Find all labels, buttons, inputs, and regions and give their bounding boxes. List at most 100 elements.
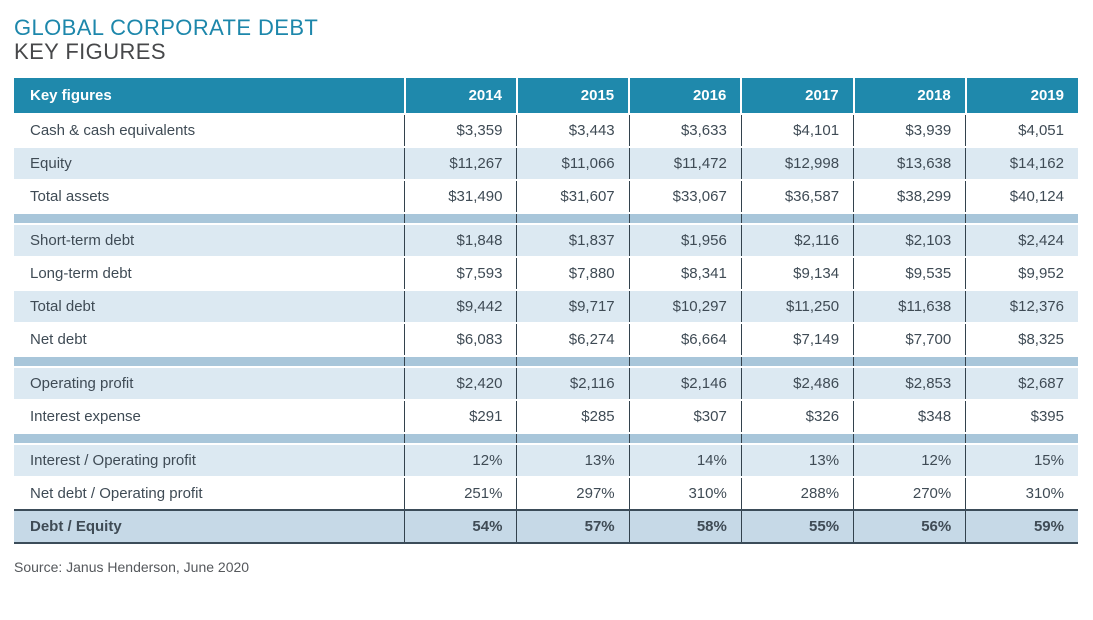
cell-value: 288% [740, 476, 854, 511]
cell-value: $11,267 [404, 146, 517, 181]
section-separator-cell [853, 355, 966, 368]
cell-value: $10,297 [628, 289, 742, 324]
section-separator-cell [516, 212, 630, 225]
cell-value: $2,146 [628, 366, 742, 401]
row-label: Interest expense [14, 399, 405, 434]
section-separator-cell [516, 355, 630, 368]
table-header-year-2016: 2016 [628, 78, 742, 115]
cell-value: $11,638 [853, 289, 966, 324]
cell-value: $6,083 [404, 322, 517, 357]
cell-value: $4,051 [965, 113, 1078, 148]
page-title: GLOBAL CORPORATE DEBT [14, 15, 319, 40]
cell-value: $11,066 [516, 146, 630, 181]
row-label: Equity [14, 146, 405, 181]
table-row: Short-term debt $1,848 $1,837 $1,956 $2,116 $… [14, 223, 1078, 258]
cell-value: $2,420 [404, 366, 517, 401]
cell-value: 57% [516, 509, 630, 545]
cell-value: 297% [516, 476, 630, 511]
cell-value: 54% [404, 509, 517, 545]
cell-value: $40,124 [965, 179, 1078, 214]
cell-value: $4,101 [740, 113, 854, 148]
cell-value: $1,956 [628, 223, 742, 258]
section-separator-cell [965, 355, 1078, 368]
key-figures-table: Key figures 2014 2015 2016 2017 2018 201… [14, 78, 1078, 545]
cell-value: $6,664 [628, 322, 742, 357]
page: GLOBAL CORPORATE DEBT KEY FIGURES Key fi… [14, 15, 1078, 576]
table-header-label: Key figures [14, 78, 405, 115]
source-note: Source: Janus Henderson, June 2020 [14, 559, 250, 576]
table-header-year-2019: 2019 [964, 78, 1078, 115]
cell-value: $3,359 [404, 113, 517, 148]
cell-value: $395 [965, 399, 1078, 434]
table-row: Total assets $31,490 $31,607 $33,067 $36,587… [14, 179, 1078, 214]
cell-value: $2,486 [740, 366, 854, 401]
cell-value: 56% [853, 509, 966, 545]
table-row: Cash & cash equivalents $3,359 $3,443 $3,63… [14, 113, 1078, 148]
row-label: Total assets [14, 179, 405, 214]
section-separator-cell [628, 212, 742, 225]
row-label: Interest / Operating profit [14, 443, 405, 478]
cell-value: $1,848 [404, 223, 517, 258]
section-separator-cell [853, 432, 966, 445]
cell-value: $9,717 [516, 289, 630, 324]
cell-value: $14,162 [965, 146, 1078, 181]
cell-value: 13% [516, 443, 630, 478]
row-label: Short-term debt [14, 223, 405, 258]
cell-value: 310% [965, 476, 1078, 511]
cell-value: 55% [740, 509, 854, 545]
section-separator-cell [965, 212, 1078, 225]
cell-value: $33,067 [628, 179, 742, 214]
cell-value: $6,274 [516, 322, 630, 357]
cell-value: 58% [628, 509, 742, 545]
section-separator-cell [516, 432, 630, 445]
row-label: Total debt [14, 289, 405, 324]
section-separator-cell [628, 432, 742, 445]
cell-value: $285 [516, 399, 630, 434]
row-label: Long-term debt [14, 256, 405, 291]
cell-value: $31,490 [404, 179, 517, 214]
table-row: Interest / Operating profit 12% 13% 14% 13% 1… [14, 443, 1078, 478]
row-label: Operating profit [14, 366, 405, 401]
cell-value: $31,607 [516, 179, 630, 214]
cell-value: $7,700 [853, 322, 966, 357]
cell-value: 12% [853, 443, 966, 478]
page-subtitle: KEY FIGURES [14, 39, 166, 65]
row-label: Net debt [14, 322, 405, 357]
cell-value: $2,687 [965, 366, 1078, 401]
cell-value: 15% [965, 443, 1078, 478]
row-label: Debt / Equity [14, 509, 405, 545]
table-row: Net debt $6,083 $6,274 $6,664 $7,149 $7,700 $8… [14, 322, 1078, 357]
cell-value: $8,325 [965, 322, 1078, 357]
section-separator-cell [404, 212, 517, 225]
cell-value: $2,424 [965, 223, 1078, 258]
section-separator-cell [404, 355, 517, 368]
section-separator [14, 355, 1078, 368]
cell-value: $1,837 [516, 223, 630, 258]
cell-value: 59% [965, 509, 1078, 545]
section-separator-cell [14, 432, 405, 445]
table-header-year-2018: 2018 [852, 78, 966, 115]
table-row: Equity $11,267 $11,066 $11,472 $12,998 $13,63… [14, 146, 1078, 181]
cell-value: $9,442 [404, 289, 517, 324]
cell-value: $11,250 [740, 289, 854, 324]
row-label: Cash & cash equivalents [14, 113, 405, 148]
cell-value: $3,443 [516, 113, 630, 148]
section-separator-cell [628, 355, 742, 368]
cell-value: $2,853 [853, 366, 966, 401]
cell-value: $2,116 [740, 223, 854, 258]
cell-value: $13,638 [853, 146, 966, 181]
cell-value: $3,633 [628, 113, 742, 148]
section-separator-cell [14, 212, 405, 225]
cell-value: $9,952 [965, 256, 1078, 291]
section-separator-cell [740, 432, 854, 445]
section-separator-cell [740, 212, 854, 225]
cell-value: $7,149 [740, 322, 854, 357]
cell-value: 14% [628, 443, 742, 478]
table-header-year-2015: 2015 [515, 78, 630, 115]
section-separator-cell [740, 355, 854, 368]
cell-value: $307 [628, 399, 742, 434]
section-separator [14, 432, 1078, 445]
section-separator [14, 212, 1078, 225]
table-row: Debt / Equity 54% 57% 58% 55% 56% 59% [14, 509, 1078, 545]
cell-value: $2,103 [853, 223, 966, 258]
